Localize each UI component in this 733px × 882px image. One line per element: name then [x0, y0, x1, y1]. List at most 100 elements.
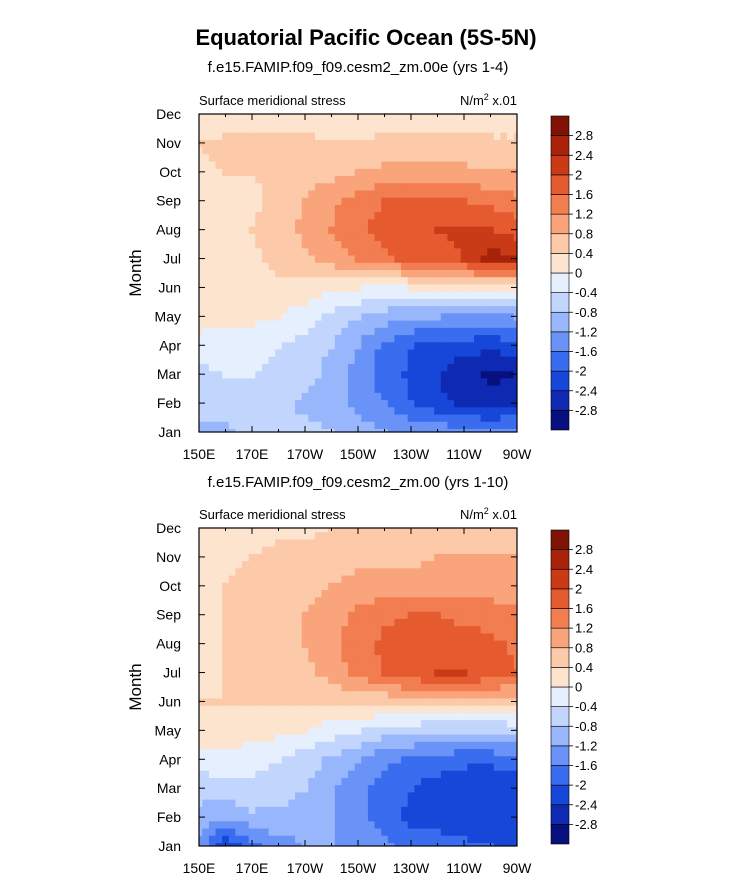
heatmap-cell	[487, 283, 495, 292]
heatmap-cell	[295, 132, 303, 140]
heatmap-cell	[268, 399, 276, 408]
heatmap-cell	[460, 770, 468, 778]
heatmap-cell	[308, 305, 316, 314]
heatmap-cell	[268, 806, 276, 815]
heatmap-cell	[493, 276, 502, 285]
heatmap-cell	[248, 755, 256, 764]
heatmap-cell	[493, 647, 502, 656]
heatmap-cell	[407, 531, 415, 540]
heatmap-cell	[454, 385, 462, 393]
heatmap-cell	[235, 312, 243, 321]
heatmap-cell	[427, 835, 435, 843]
heatmap-cell	[361, 146, 369, 155]
heatmap-cell	[348, 160, 356, 169]
heatmap-cell	[235, 189, 243, 198]
heatmap-cell	[275, 406, 283, 415]
heatmap-cell	[407, 726, 415, 735]
heatmap-cell	[261, 348, 270, 357]
heatmap-cell	[235, 146, 243, 155]
heatmap-cell	[407, 226, 415, 234]
heatmap-cell	[228, 784, 237, 793]
heatmap-cell	[275, 124, 283, 133]
heatmap-cell	[215, 291, 223, 299]
heatmap-cell	[414, 182, 422, 191]
heatmap-cell	[480, 399, 488, 408]
heatmap-cell	[420, 421, 429, 429]
heatmap-cell	[215, 421, 223, 429]
heatmap-cell	[208, 341, 217, 350]
heatmap-cell	[248, 777, 256, 786]
heatmap-cell	[427, 632, 435, 641]
heatmap-cell	[387, 741, 396, 750]
heatmap-cell	[394, 574, 402, 583]
heatmap-cell	[507, 363, 515, 372]
heatmap-cell	[480, 632, 488, 641]
heatmap-cell	[440, 733, 449, 742]
heatmap-cell	[242, 211, 250, 220]
heatmap-cell	[288, 334, 296, 343]
heatmap-cell	[281, 625, 290, 634]
heatmap-cell	[401, 733, 409, 742]
heatmap-cell	[513, 146, 517, 155]
heatmap-cell	[321, 377, 329, 386]
heatmap-cell	[222, 733, 230, 742]
x-tick-label: 150W	[340, 860, 377, 876]
heatmap-cell	[434, 647, 442, 656]
heatmap-cell	[387, 406, 396, 415]
heatmap-cell	[354, 319, 362, 328]
heatmap-cell	[381, 618, 389, 627]
heatmap-cell	[288, 567, 296, 576]
heatmap-cell	[255, 842, 263, 846]
heatmap-cell	[500, 247, 508, 256]
heatmap-cell	[513, 291, 517, 299]
heatmap-cell	[354, 189, 362, 198]
heatmap-cell	[295, 341, 303, 350]
heatmap-cell	[248, 269, 256, 278]
y-tick-label: Aug	[156, 636, 181, 652]
heatmap-cell	[493, 827, 502, 836]
heatmap-cell	[301, 791, 309, 800]
heatmap-cell	[301, 697, 309, 706]
heatmap-cell	[500, 211, 508, 220]
heatmap-cell	[202, 124, 210, 133]
heatmap-cell	[348, 705, 356, 713]
heatmap-cell	[235, 348, 243, 357]
heatmap-cell	[308, 770, 316, 778]
heatmap-cell	[308, 820, 316, 829]
heatmap-cell	[407, 733, 415, 742]
heatmap-cell	[215, 654, 223, 663]
heatmap-cell	[367, 697, 376, 706]
heatmap-cell	[328, 733, 336, 742]
heatmap-cell	[414, 618, 422, 627]
heatmap-cell	[460, 777, 468, 786]
heatmap-cell	[268, 632, 276, 641]
heatmap-cell	[387, 117, 396, 126]
heatmap-cell	[507, 553, 515, 562]
heatmap-cell	[261, 399, 270, 408]
heatmap-cell	[301, 574, 309, 583]
heatmap-cell	[447, 377, 455, 386]
heatmap-cell	[487, 618, 495, 627]
heatmap-cell	[374, 538, 382, 547]
heatmap-cell	[248, 546, 256, 554]
heatmap-cell	[467, 305, 475, 314]
heatmap-cell	[407, 298, 415, 307]
heatmap-cell	[480, 428, 488, 432]
heatmap-cell	[374, 175, 382, 184]
heatmap-cell	[308, 806, 316, 815]
heatmap-cell	[361, 741, 369, 750]
heatmap-cell	[348, 114, 356, 119]
heatmap-cell	[354, 676, 362, 684]
heatmap-cell	[334, 392, 343, 401]
heatmap-cell	[414, 385, 422, 393]
heatmap-cell	[261, 676, 270, 684]
heatmap-cell	[420, 291, 429, 299]
heatmap-cell	[414, 690, 422, 699]
heatmap-cell	[199, 132, 203, 140]
heatmap-cell	[281, 406, 290, 415]
heatmap-cell	[321, 406, 329, 415]
heatmap-cell	[407, 377, 415, 386]
heatmap-cell	[473, 842, 482, 846]
y-tick-label: Jul	[163, 251, 181, 267]
heatmap-cell	[208, 835, 217, 843]
